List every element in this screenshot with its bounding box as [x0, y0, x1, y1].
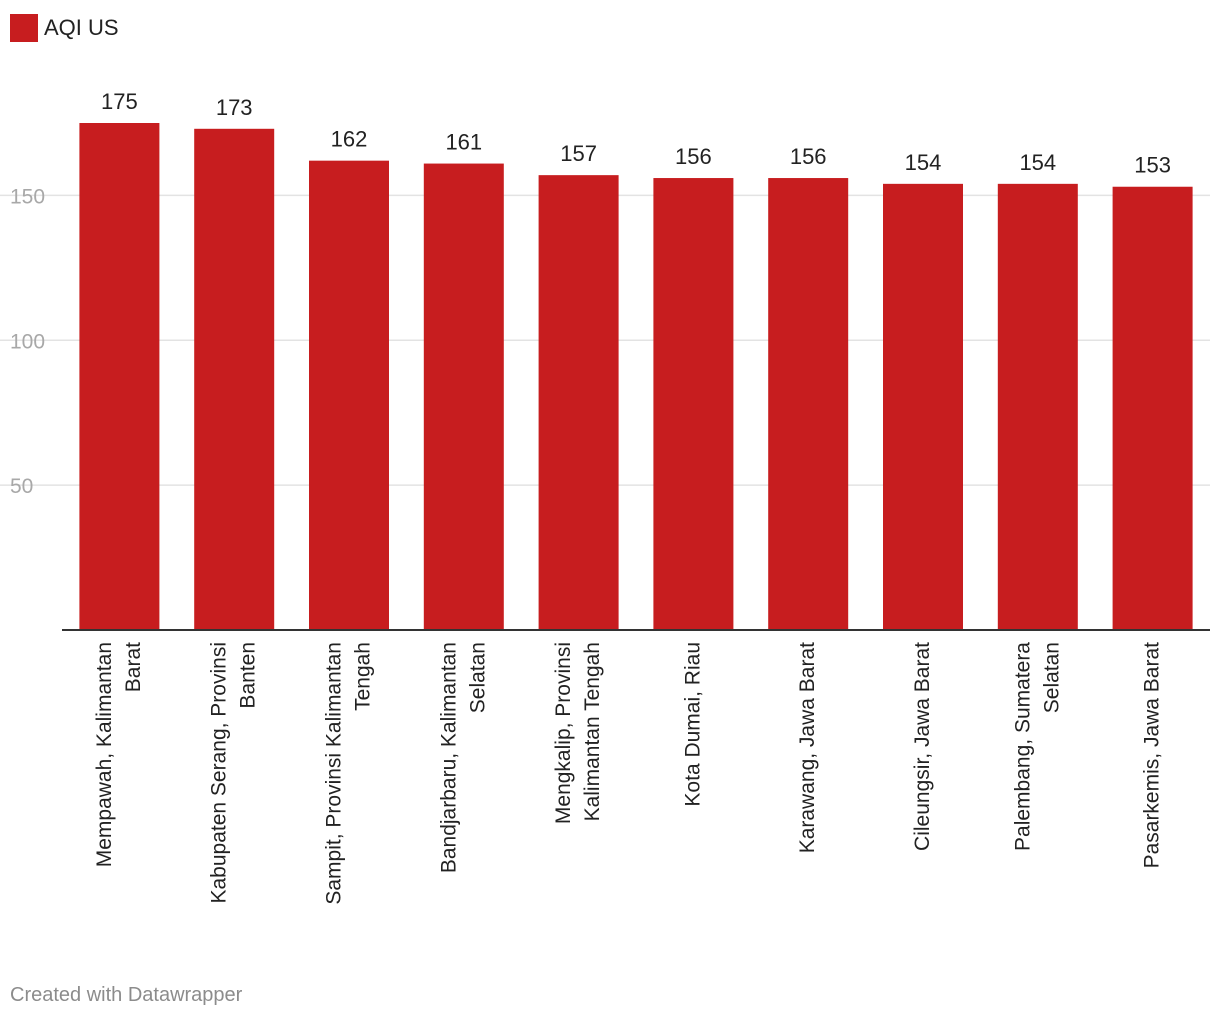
category-label: Pasarkemis, Jawa Barat	[1141, 642, 1164, 869]
value-label: 173	[216, 95, 253, 120]
bar	[194, 128, 275, 630]
value-label: 154	[905, 150, 942, 175]
category-label: Bandjarbaru, Kalimantan Selatan	[437, 642, 489, 873]
y-tick-label: 50	[10, 475, 33, 498]
category-label-line: Bandjarbaru, Kalimantan	[437, 642, 460, 873]
value-label: 162	[331, 127, 368, 152]
category-label: Kabupaten Serang, Provinsi Banten	[208, 642, 260, 904]
category-label-line: Sampit, Provinsi Kalimantan	[323, 642, 346, 905]
category-label: Palembang, Sumatera Selatan	[1011, 642, 1063, 851]
category-label-line: Banten	[237, 642, 260, 709]
value-label: 156	[675, 144, 712, 169]
category-label-line: Pasarkemis, Jawa Barat	[1141, 642, 1164, 869]
legend-swatch	[10, 14, 38, 42]
value-label: 154	[1019, 150, 1056, 175]
legend-label: AQI US	[44, 15, 119, 40]
category-label: Mempawah, Kalimantan Barat	[93, 642, 145, 867]
legend: AQI US	[10, 14, 119, 42]
category-label-line: Tengah	[352, 642, 375, 711]
value-label: 157	[560, 141, 597, 166]
category-label-line: Mempawah, Kalimantan	[93, 642, 116, 867]
bar	[1112, 186, 1193, 631]
bar	[309, 160, 389, 631]
category-label: Cileungsir, Jawa Barat	[911, 642, 934, 851]
category-label: Karawang, Jawa Barat	[796, 642, 819, 853]
category-label-line: Kabupaten Serang, Provinsi	[208, 642, 231, 904]
credit-text: Created with Datawrapper	[10, 984, 243, 1006]
category-label-line: Karawang, Jawa Barat	[796, 642, 819, 853]
label-layer: 175 Mempawah, Kalimantan Barat 173 Kabupaten…	[93, 89, 1171, 905]
category-label-line: Mengkalip, Provinsi	[552, 642, 575, 824]
bar	[423, 163, 504, 630]
category-label-line: Kalimantan Tengah	[581, 642, 604, 821]
value-label: 161	[445, 130, 482, 155]
bar	[653, 178, 734, 630]
bar	[997, 183, 1078, 630]
value-label: 156	[790, 144, 827, 169]
bar	[538, 175, 619, 631]
bar	[883, 183, 963, 630]
value-label: 153	[1134, 153, 1171, 178]
y-tick-label: 100	[10, 330, 45, 353]
category-label: Mengkalip, Provinsi Kalimantan Tengah	[552, 642, 604, 824]
bar	[768, 178, 849, 630]
category-label-line: Selatan	[466, 642, 489, 713]
category-label-line: Kota Dumai, Riau	[681, 642, 704, 807]
value-label: 175	[101, 89, 138, 114]
category-label-line: Cileungsir, Jawa Barat	[911, 642, 934, 851]
category-label-line: Palembang, Sumatera	[1011, 642, 1034, 851]
bar-layer	[79, 123, 1193, 631]
category-label-line: Barat	[122, 642, 145, 692]
bar	[79, 123, 160, 630]
category-label: Kota Dumai, Riau	[681, 642, 704, 807]
category-label-line: Selatan	[1040, 642, 1063, 713]
category-label: Sampit, Provinsi Kalimantan Tengah	[323, 642, 375, 905]
y-tick-label: 150	[10, 185, 45, 208]
